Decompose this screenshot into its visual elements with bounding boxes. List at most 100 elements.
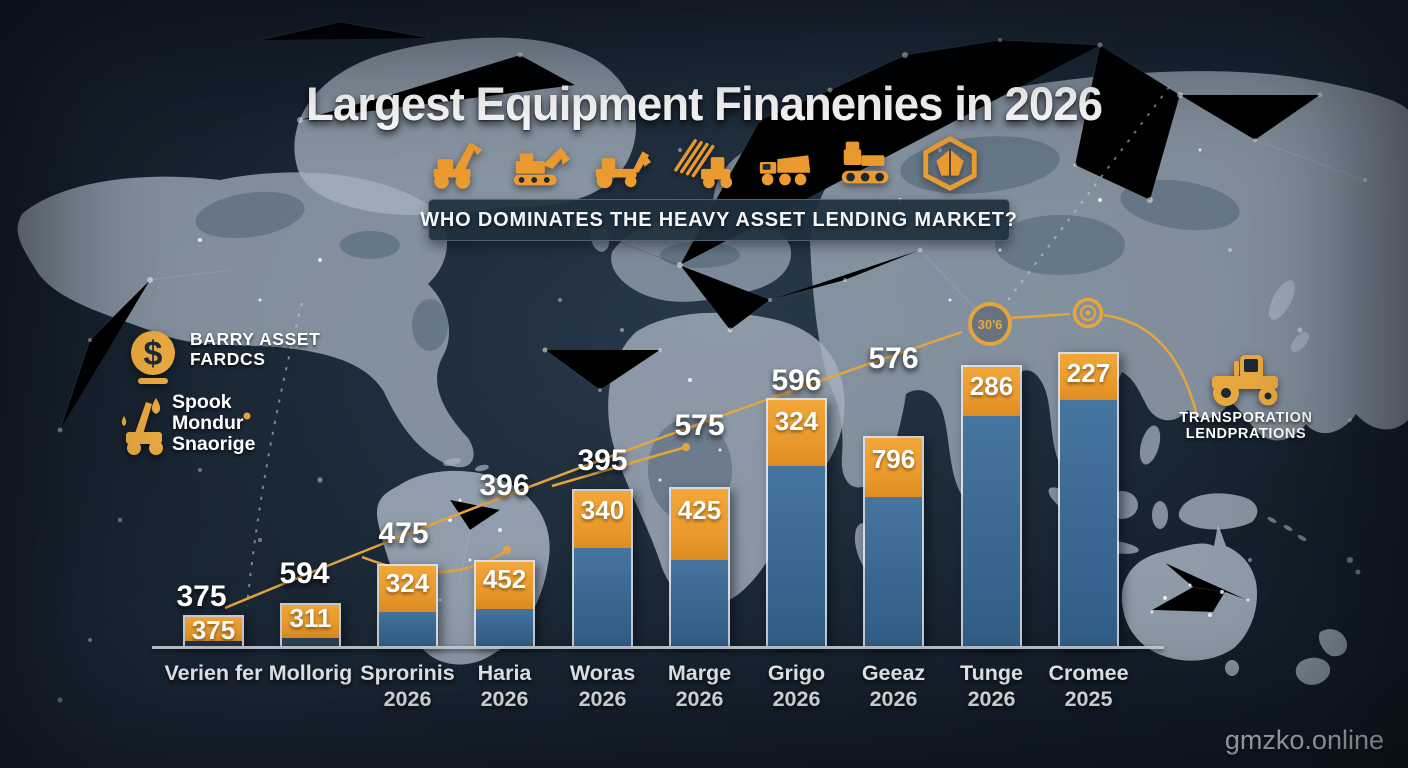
- left-label-line: Spook: [172, 391, 232, 413]
- bar-column: 340: [572, 489, 633, 646]
- left-label-barry-asset: BARRY ASSET FARDCS: [190, 329, 320, 369]
- bar-label: Verien fer: [139, 660, 289, 686]
- bar-label-year: 2026: [578, 687, 627, 711]
- bar-label: Grigo 2026: [722, 660, 872, 712]
- bar-label-year: 2026: [480, 687, 529, 711]
- tractor-icon: [1212, 355, 1278, 406]
- land-north-america: [17, 172, 474, 468]
- bar-above-value: 395: [577, 444, 628, 477]
- left-label-line: Mondur: [172, 412, 244, 434]
- left-label-line: BARRY ASSET: [190, 329, 321, 349]
- bar-column: 311: [280, 603, 341, 646]
- bar-inner-value: 425: [677, 495, 722, 525]
- terrain-shading: [195, 136, 1240, 522]
- bar-orange-segment: 311: [282, 605, 339, 638]
- bar-label-year: 2025: [1064, 687, 1113, 711]
- bar-blue-segment: [282, 638, 339, 646]
- land-new-zealand: [1318, 629, 1348, 657]
- subtitle-banner: WHO DOMINATES THE HEAVY ASSET LENDING MA…: [420, 199, 1017, 241]
- bar-label: Geeaz 2026: [819, 660, 969, 712]
- bar-label-name: Cromee: [1048, 661, 1129, 685]
- bar-column: 375: [183, 615, 244, 646]
- bar-label-name: Grigo: [767, 661, 826, 685]
- bar-column: 324: [766, 398, 827, 646]
- bar-column: 227: [1058, 352, 1119, 646]
- bar-inner-value: 227: [1066, 358, 1111, 388]
- bar-blue-segment: [1060, 400, 1117, 646]
- bar-inner-value: 311: [289, 603, 332, 633]
- bar-blue-segment: [671, 560, 728, 646]
- bar-column: 452: [474, 560, 535, 646]
- bar-inner-value: 340: [580, 495, 625, 525]
- bar-above-value: 396: [479, 469, 530, 502]
- svg-text:$: $: [144, 335, 163, 373]
- bar-label-name: Geeaz: [861, 661, 926, 685]
- right-label-transporation: TRANSPORATION LENDPRATIONS: [1176, 410, 1316, 442]
- bar-inner-value: 796: [871, 444, 916, 474]
- bar-label-year: 2026: [967, 687, 1016, 711]
- bar-above-value: 575: [674, 409, 725, 442]
- dashed-guides: [246, 85, 1171, 607]
- bar-column: 796: [863, 436, 924, 646]
- bar-above-value: 594: [279, 557, 330, 590]
- bar-label-name: Haria: [477, 661, 532, 685]
- left-label-spook: Spook Mondur Snaorige: [172, 392, 255, 455]
- bar-blue-segment: [574, 548, 631, 646]
- target-icon: [1072, 297, 1104, 329]
- bar-above-value: 576: [868, 342, 919, 375]
- dollar-coin-icon: $: [131, 331, 175, 384]
- network-mesh: [59, 21, 1366, 613]
- trend-line: [224, 312, 1198, 610]
- bar-inner-value: 324: [385, 568, 430, 598]
- backhoe-excavator-icon: [595, 151, 652, 189]
- bar-label: Mollorig: [236, 660, 386, 686]
- bar-column: 324: [377, 564, 438, 646]
- log-forklift-icon: [674, 139, 733, 189]
- badge-text: 30'6: [978, 317, 1003, 332]
- left-label-line: Snaorige: [172, 433, 256, 455]
- bar-label-name: Sprorinis: [360, 661, 455, 685]
- drill-machine-icon: [121, 398, 163, 455]
- right-label-line: LENDPRATIONS: [1185, 426, 1307, 442]
- bar-label-name: Marge: [667, 661, 732, 685]
- bar-label-name: Verien fer: [164, 661, 263, 685]
- bar-blue-segment: [768, 466, 825, 646]
- bar-label-name: Tunge: [960, 661, 1023, 685]
- bar-blue-segment: [185, 641, 242, 646]
- bar-label-name: Woras: [569, 661, 636, 685]
- bar-label: Cromee 2025: [1014, 660, 1164, 712]
- bar-label: Sprorinis 2026: [333, 660, 483, 712]
- bar-blue-segment: [379, 612, 436, 646]
- bar-label: Marge 2026: [625, 660, 775, 712]
- watermark: gmzko.online: [1224, 725, 1384, 755]
- bar-label: Haria 2026: [430, 660, 580, 712]
- bar-label-year: 2026: [383, 687, 432, 711]
- right-label-line: TRANSPORATION: [1179, 410, 1313, 426]
- gem-hexagon-icon: [923, 135, 977, 191]
- bar-above-value: 475: [378, 517, 429, 550]
- equipment-icon-row: [426, 134, 982, 192]
- bar-above-value: 375: [176, 580, 227, 613]
- trend-dots: [243, 412, 690, 554]
- left-label-line: FARDCS: [190, 349, 266, 369]
- bar-above-value: 596: [771, 364, 822, 397]
- bar-orange-segment: 452: [476, 562, 533, 609]
- bar-inner-value: 324: [774, 406, 819, 436]
- land-tasmania: [1225, 660, 1239, 676]
- bar-column: 286: [961, 365, 1022, 646]
- bar-label: Woras 2026: [528, 660, 678, 712]
- bar-inner-value: 286: [969, 371, 1014, 401]
- bar-orange-segment: 324: [768, 400, 825, 466]
- bar-label-year: 2026: [772, 687, 821, 711]
- bar-label-year: 2026: [675, 687, 724, 711]
- bar-orange-segment: 227: [1060, 354, 1117, 400]
- land-africa: [608, 312, 845, 606]
- bar-label-name: Mollorig: [268, 661, 353, 685]
- land-japan: [1268, 280, 1296, 320]
- bar-inner-value: 452: [482, 564, 527, 594]
- bar-inner-value: 375: [191, 615, 236, 645]
- bar-orange-segment: 286: [963, 367, 1020, 416]
- wheeled-excavator-icon: [433, 142, 483, 189]
- bar-orange-segment: 340: [574, 491, 631, 548]
